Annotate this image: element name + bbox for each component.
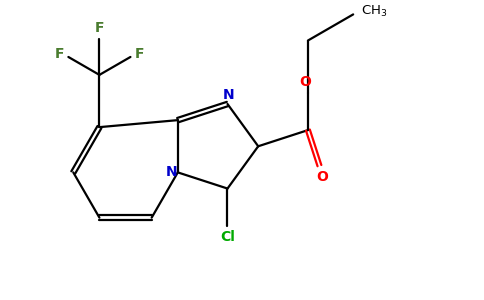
Text: F: F: [135, 47, 144, 61]
Text: O: O: [316, 169, 328, 184]
Text: N: N: [166, 165, 177, 179]
Text: F: F: [55, 47, 64, 61]
Text: CH$_3$: CH$_3$: [361, 4, 387, 20]
Text: N: N: [223, 88, 234, 102]
Text: Cl: Cl: [220, 230, 235, 244]
Text: F: F: [95, 21, 104, 35]
Text: O: O: [300, 75, 311, 89]
